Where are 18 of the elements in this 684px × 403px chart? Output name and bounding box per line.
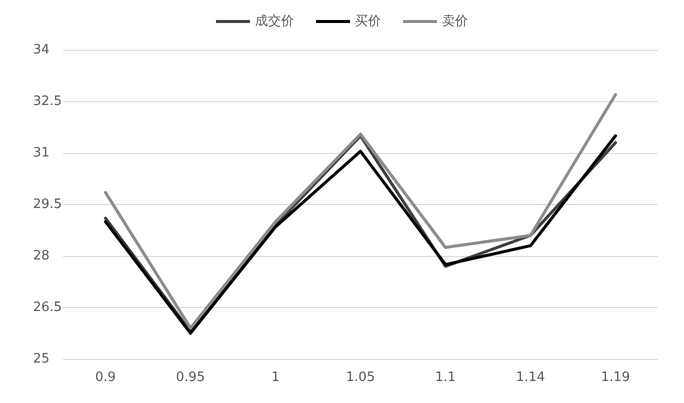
y-tick-label: 34 (33, 42, 50, 58)
x-tick-label: 0.9 (95, 370, 116, 385)
y-tick-label: 25 (33, 352, 50, 366)
y-tick-label: 26.5 (33, 300, 62, 315)
x-tick-label: 1.05 (346, 370, 375, 385)
y-tick-label: 28 (33, 248, 50, 264)
legend-label: 买价 (355, 14, 381, 29)
x-tick-label: 1.1 (435, 370, 456, 385)
y-tick-label: 32.5 (33, 94, 62, 109)
y-tick-label: 29.5 (33, 197, 62, 212)
x-tick-label: 1 (271, 370, 280, 385)
x-tick-label: 1.19 (601, 370, 630, 385)
line-series (104, 93, 617, 330)
legend-label: 卖价 (442, 14, 468, 29)
x-tick-label: 0.95 (176, 370, 205, 385)
legend-label: 成交价 (255, 13, 294, 29)
x-tick-label: 1.14 (516, 370, 545, 385)
y-tick-label: 31 (33, 146, 50, 160)
